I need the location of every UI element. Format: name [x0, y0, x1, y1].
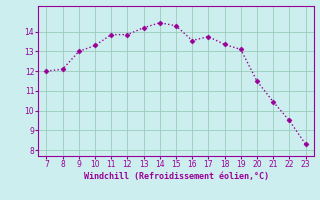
- X-axis label: Windchill (Refroidissement éolien,°C): Windchill (Refroidissement éolien,°C): [84, 172, 268, 181]
